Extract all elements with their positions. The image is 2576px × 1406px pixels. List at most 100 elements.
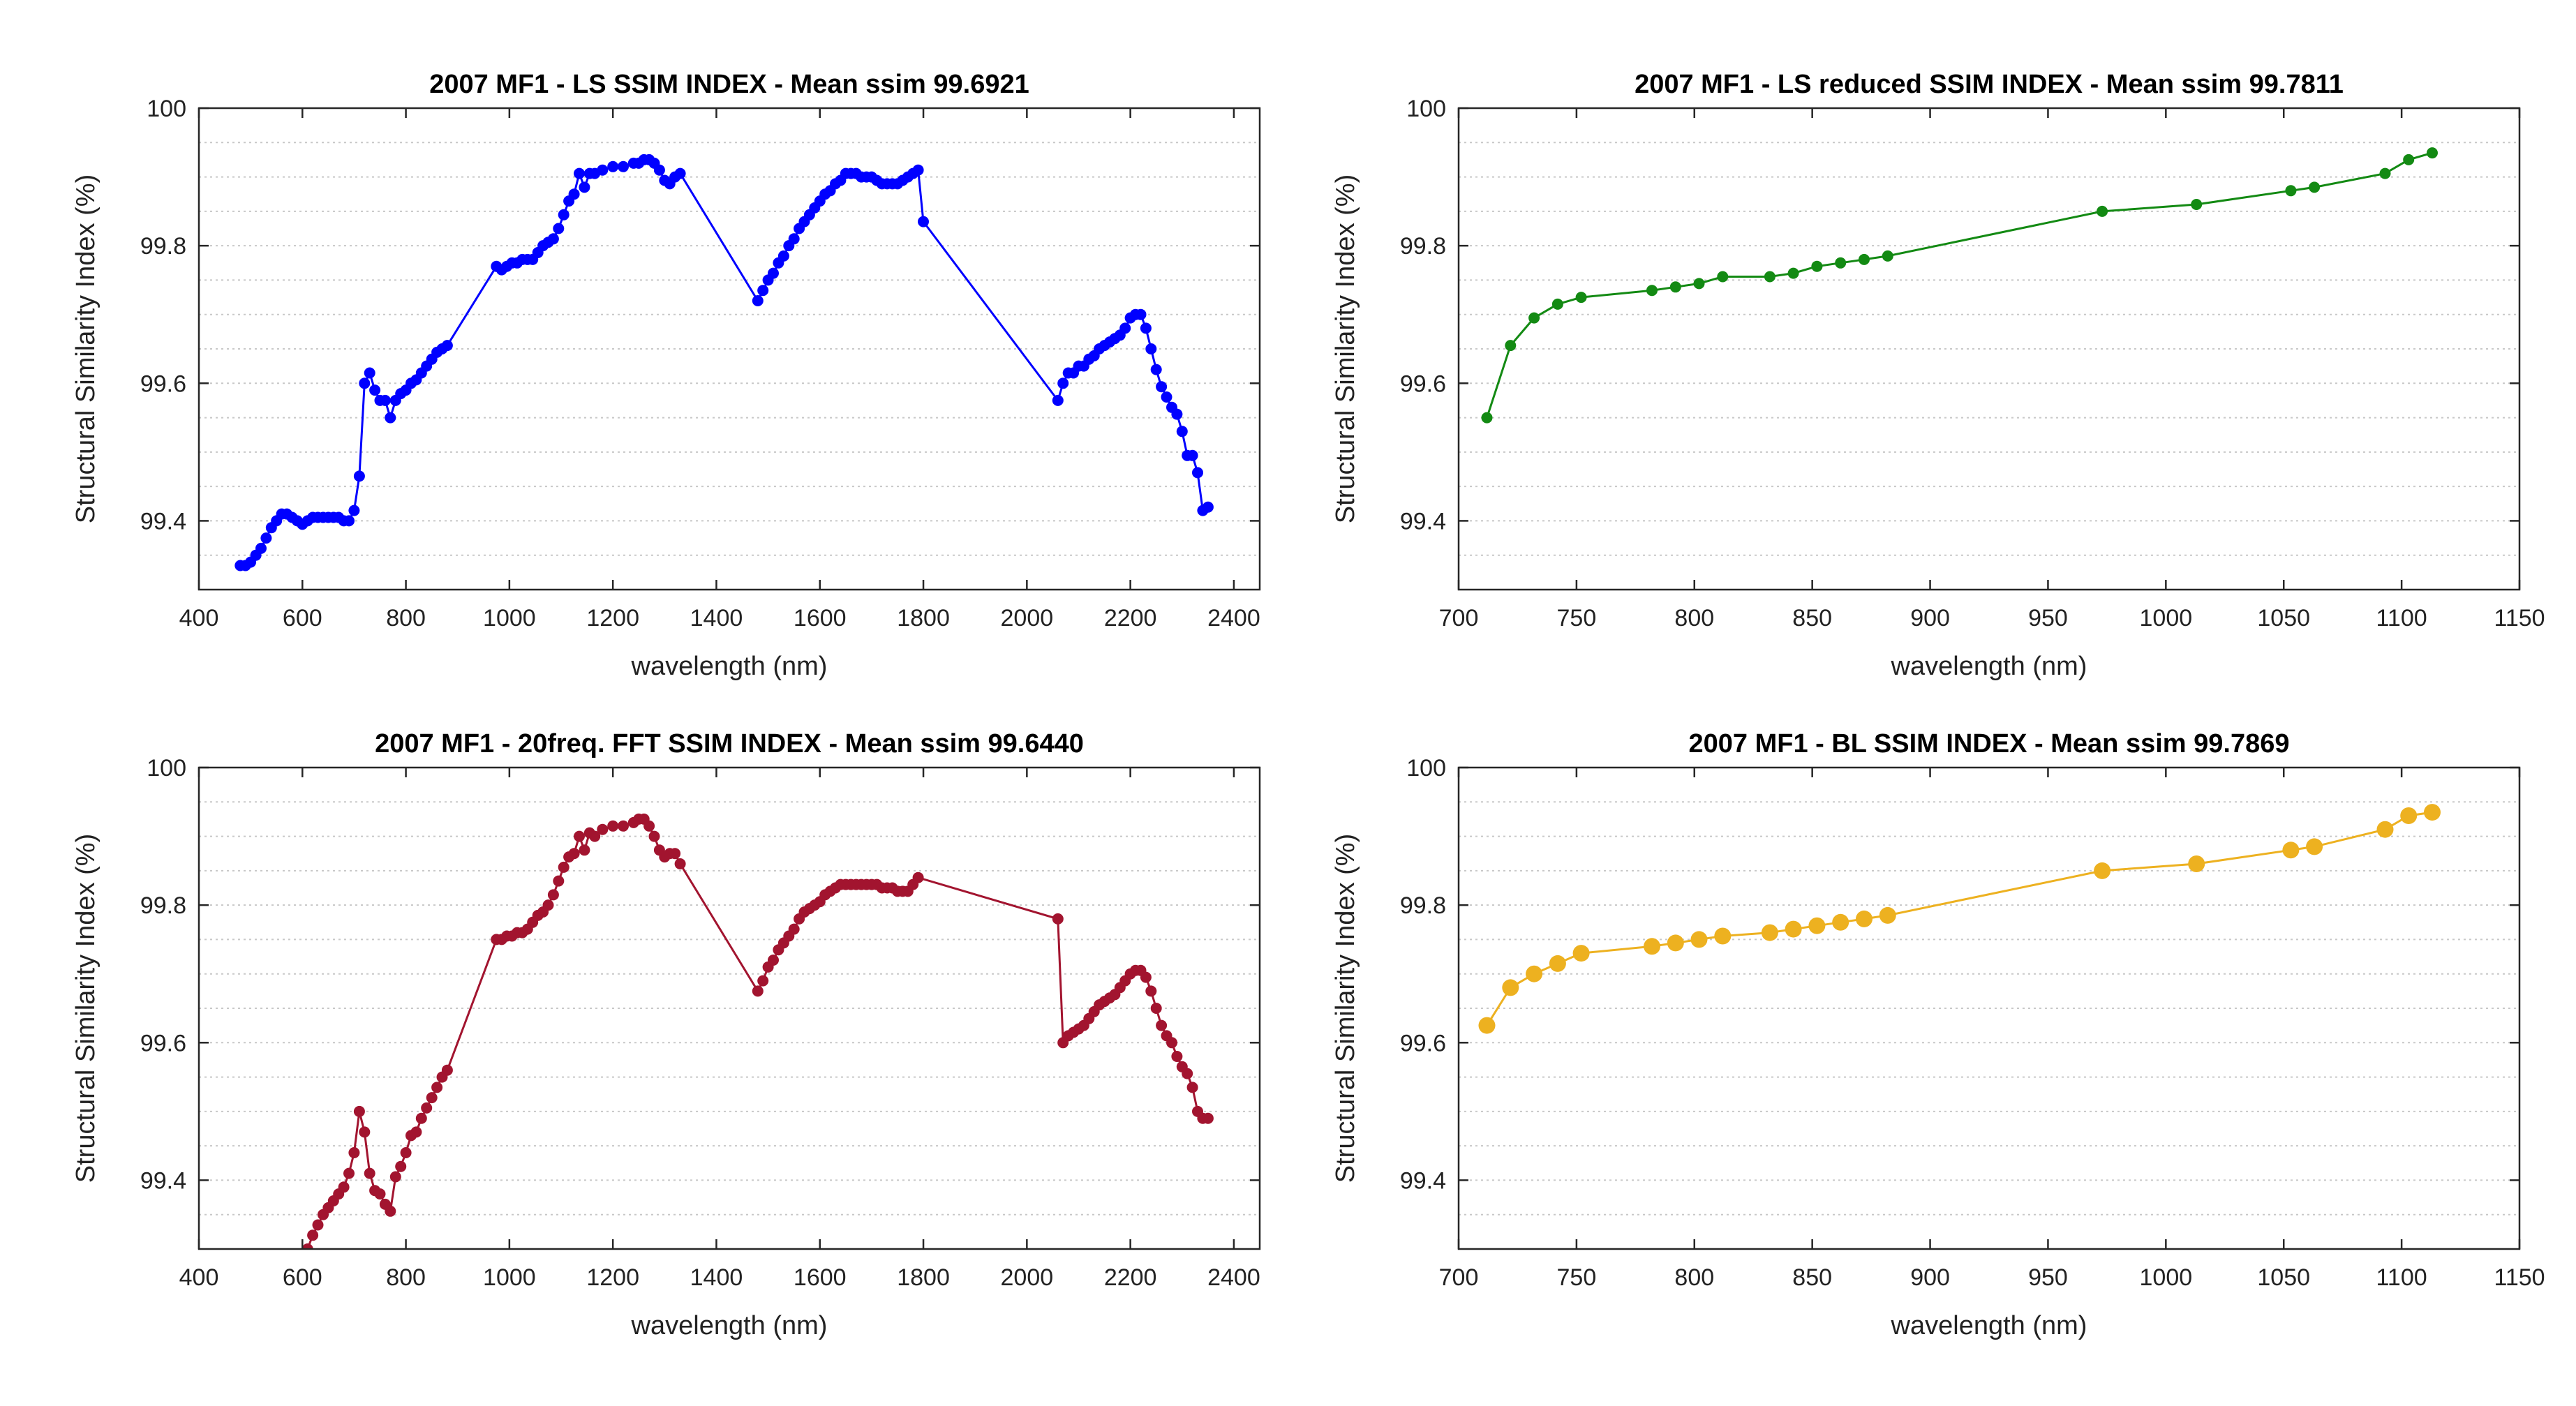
data-point xyxy=(1667,934,1684,952)
x-axis-label: wavelength (nm) xyxy=(631,1311,828,1340)
data-point xyxy=(1693,278,1705,290)
data-point xyxy=(542,899,554,911)
x-tick-label: 700 xyxy=(1439,605,1479,631)
data-point xyxy=(607,160,619,172)
data-point xyxy=(431,1082,443,1093)
data-point xyxy=(1644,938,1660,955)
data-point xyxy=(1528,312,1540,324)
x-tick-label: 1400 xyxy=(690,605,743,631)
data-point xyxy=(653,164,665,176)
data-point xyxy=(2306,838,2323,855)
series-3 xyxy=(301,813,1214,1249)
data-point xyxy=(1835,257,1847,269)
x-tick-label: 600 xyxy=(283,1264,322,1291)
data-point xyxy=(579,844,590,856)
data-point xyxy=(2188,855,2205,872)
data-point xyxy=(1785,920,1802,938)
data-point xyxy=(312,1219,324,1231)
data-point xyxy=(395,1160,407,1172)
data-point xyxy=(1186,1082,1198,1093)
data-point xyxy=(1690,931,1708,948)
data-point xyxy=(353,1105,365,1117)
data-point xyxy=(1135,308,1147,320)
data-point xyxy=(415,1112,427,1124)
chart-title: 2007 MF1 - LS reduced SSIM INDEX - Mean … xyxy=(1635,70,2344,99)
data-point xyxy=(2427,147,2438,159)
chart-title: 2007 MF1 - BL SSIM INDEX - Mean ssim 99.… xyxy=(1689,729,2290,758)
chart-4: 99.4 99.6 99.8 100 700 750 800 850 900 950 1000 105… xyxy=(1331,729,2545,1340)
data-point xyxy=(389,1171,401,1183)
data-point xyxy=(343,515,355,527)
data-point xyxy=(374,1188,386,1200)
data-point xyxy=(553,223,565,234)
data-point xyxy=(1717,271,1729,283)
data-point xyxy=(1192,467,1203,479)
data-point xyxy=(674,858,686,869)
x-tick-label: 800 xyxy=(1674,605,1714,631)
data-point xyxy=(348,504,360,516)
data-point xyxy=(1549,955,1566,972)
x-tick-label: 950 xyxy=(2028,1264,2068,1291)
data-point xyxy=(768,267,779,279)
chart-title: 2007 MF1 - 20freq. FFT SSIM INDEX - Mean… xyxy=(375,729,1084,758)
x-tick-label: 1200 xyxy=(586,1264,639,1291)
y-tick-label: 100 xyxy=(147,96,186,122)
y-tick-label: 99.8 xyxy=(140,892,186,919)
data-point xyxy=(441,340,453,352)
data-point xyxy=(385,412,396,424)
data-point xyxy=(255,542,267,554)
data-point xyxy=(912,872,924,883)
data-point xyxy=(1646,285,1658,297)
y-tick-label: 100 xyxy=(147,755,186,781)
data-point xyxy=(1052,394,1064,406)
data-point xyxy=(343,1167,355,1179)
gridlines xyxy=(1459,142,2519,556)
x-tick-label: 1100 xyxy=(2376,1264,2427,1291)
data-point xyxy=(1572,945,1590,962)
x-tick-label: 400 xyxy=(179,1264,219,1291)
data-point xyxy=(1551,298,1563,310)
x-tick-label: 2000 xyxy=(1001,1264,1054,1291)
x-tick-label: 800 xyxy=(386,1264,426,1291)
x-tick-label: 2400 xyxy=(1207,1264,1260,1291)
x-tick-label: 900 xyxy=(1910,1264,1950,1291)
x-tick-label: 1150 xyxy=(2494,1264,2545,1291)
x-tick-label: 1050 xyxy=(2257,1264,2310,1291)
data-point xyxy=(553,875,565,887)
data-point xyxy=(1502,979,1519,996)
data-point xyxy=(752,295,764,306)
y-tick-label: 99.8 xyxy=(1400,892,1446,919)
series-line xyxy=(1486,151,2433,419)
x-tick-label: 1200 xyxy=(586,605,639,631)
data-point xyxy=(364,367,375,379)
data-point xyxy=(547,889,559,901)
data-point xyxy=(2424,804,2441,821)
x-tick-label: 1600 xyxy=(794,1264,847,1291)
data-point xyxy=(1882,250,1893,262)
x-tick-label: 2000 xyxy=(1001,605,1054,631)
data-point xyxy=(379,394,391,406)
data-point xyxy=(1156,381,1168,393)
x-tick-label: 600 xyxy=(283,605,322,631)
x-tick-label: 1000 xyxy=(483,1264,536,1291)
y-tick-label: 99.8 xyxy=(140,233,186,260)
y-axis-label: Structural Similarity Index (%) xyxy=(71,174,100,523)
data-point xyxy=(2191,199,2203,210)
data-point xyxy=(589,830,601,842)
data-point xyxy=(426,1092,438,1104)
x-tick-label: 750 xyxy=(1557,1264,1597,1291)
data-point xyxy=(1171,408,1183,420)
data-point xyxy=(2094,862,2111,879)
data-point xyxy=(1575,292,1587,304)
y-tick-label: 99.4 xyxy=(1400,508,1446,534)
data-point xyxy=(1140,971,1152,983)
x-tick-label: 700 xyxy=(1439,1264,1479,1291)
data-point xyxy=(2403,154,2415,165)
data-point xyxy=(1052,913,1064,925)
x-axis-label: wavelength (nm) xyxy=(1891,1311,2087,1340)
series-4 xyxy=(1478,804,2441,1034)
data-point xyxy=(1171,1051,1183,1062)
y-tick-label: 99.4 xyxy=(140,508,186,534)
data-point xyxy=(2379,167,2391,179)
axes-box xyxy=(198,766,1261,1250)
